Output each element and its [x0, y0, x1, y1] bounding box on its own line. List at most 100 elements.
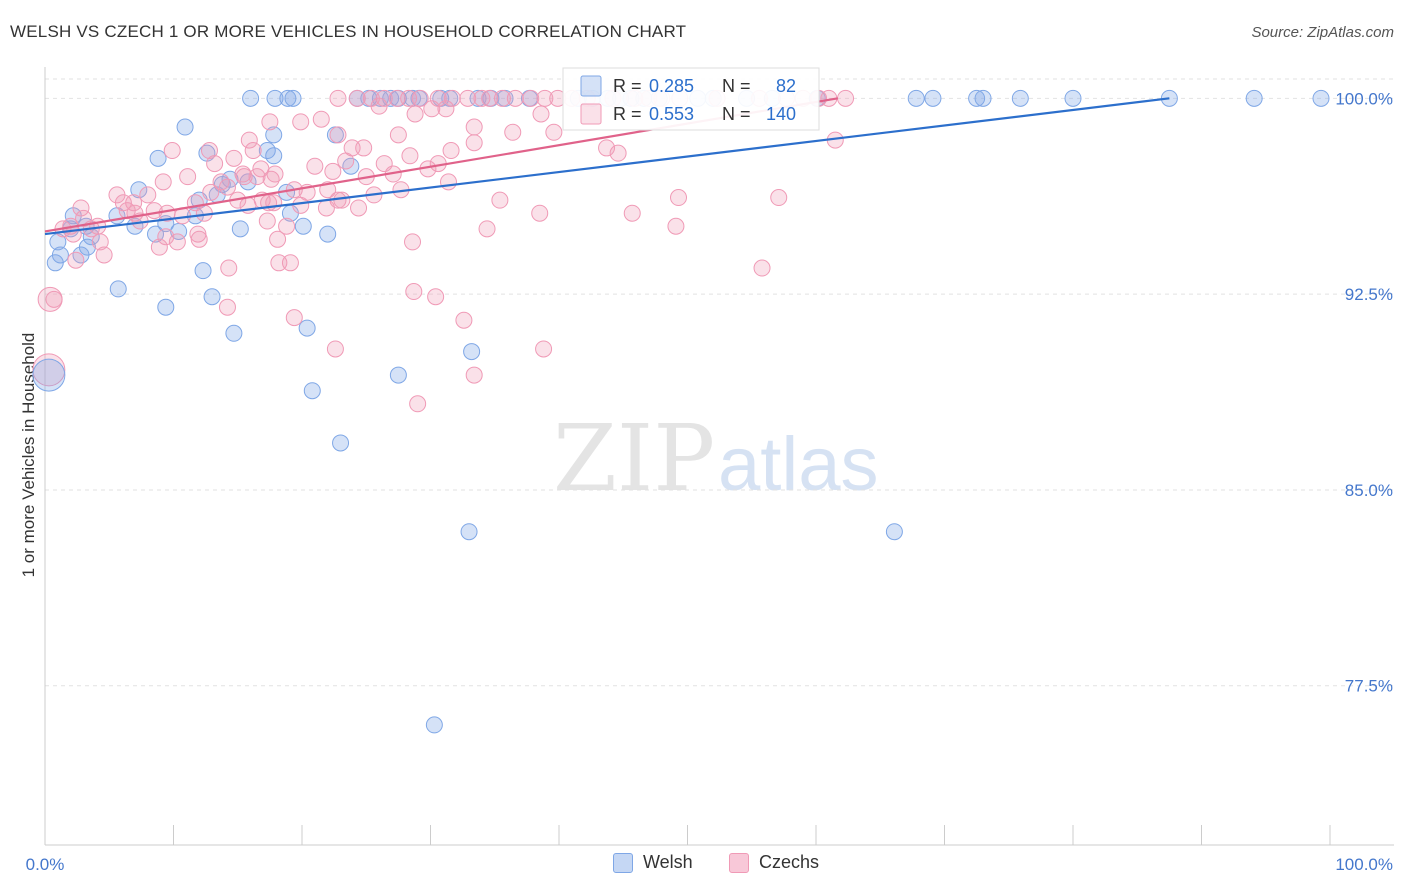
data-point-czechs — [163, 142, 181, 160]
data-point-czechs — [139, 186, 157, 204]
stats-swatch-welsh — [580, 75, 602, 97]
data-point-czechs — [545, 123, 563, 141]
data-point-czechs — [429, 89, 447, 107]
data-point-welsh — [225, 324, 243, 342]
data-point-czechs — [324, 162, 342, 180]
data-point-czechs — [202, 183, 220, 201]
data-point-czechs — [343, 139, 361, 157]
watermark: ZIP atlas — [553, 405, 879, 512]
data-point-czechs — [285, 309, 303, 327]
data-point-czechs — [522, 89, 540, 107]
data-point-czechs — [258, 212, 276, 230]
data-point-czechs — [235, 168, 253, 186]
data-point-welsh — [924, 89, 942, 107]
data-point-welsh — [49, 233, 67, 251]
data-point-czechs — [261, 113, 279, 131]
data-point-welsh — [469, 89, 487, 107]
data-point-welsh — [242, 89, 260, 107]
data-point-czechs — [333, 191, 351, 209]
chart-title: WELSH VS CZECH 1 OR MORE VEHICLES IN HOU… — [10, 22, 687, 41]
data-point-welsh — [1064, 89, 1082, 107]
data-point-welsh — [78, 238, 96, 256]
data-point-czechs — [67, 251, 85, 269]
data-point-czechs — [427, 288, 445, 306]
legend-item-welsh[interactable]: Welsh — [613, 852, 693, 873]
data-point-czechs — [306, 157, 324, 175]
data-point-czechs — [278, 217, 296, 235]
data-point-czechs — [404, 233, 422, 251]
data-point-welsh — [109, 280, 127, 298]
data-point-czechs — [455, 311, 473, 329]
data-point-welsh — [147, 225, 165, 243]
data-point-czechs — [218, 298, 236, 316]
series-czechs — [45, 89, 855, 413]
data-point-czechs — [473, 89, 491, 107]
bottom-legend: Welsh Czechs — [0, 852, 1406, 878]
data-point-welsh — [885, 523, 903, 541]
data-point-czechs — [244, 142, 262, 160]
y-tick-label: 100.0% — [1335, 89, 1393, 108]
data-point-welsh — [332, 434, 350, 452]
data-point-czechs — [348, 89, 366, 107]
data-point-czechs — [95, 246, 113, 264]
data-point-czechs — [220, 259, 238, 277]
data-point-czechs — [423, 100, 441, 118]
data-point-czechs — [154, 173, 172, 191]
stats-n-label: N = — [722, 76, 751, 96]
axes — [44, 67, 1394, 846]
data-point-czechs — [598, 139, 616, 157]
data-point-czechs — [329, 126, 347, 144]
data-point-czechs — [459, 89, 477, 107]
data-point-welsh — [907, 89, 925, 107]
data-point-czechs — [491, 191, 509, 209]
data-point-czechs — [200, 142, 218, 160]
data-point-welsh — [389, 366, 407, 384]
stats-r-label: R = — [613, 76, 642, 96]
data-point-welsh — [298, 319, 316, 337]
data-point-czechs — [375, 89, 393, 107]
data-point-czechs — [770, 189, 788, 207]
data-point-czechs — [400, 89, 418, 107]
data-point-czechs — [292, 113, 310, 131]
data-point-czechs — [91, 233, 109, 251]
data-point-czechs — [179, 168, 197, 186]
data-point-welsh — [284, 89, 302, 107]
data-point-welsh — [265, 126, 283, 144]
data-point-czechs — [443, 89, 461, 107]
data-point-czechs — [281, 254, 299, 272]
data-point-czechs — [240, 131, 258, 149]
legend-label-welsh: Welsh — [643, 852, 693, 872]
data-point-czechs — [409, 395, 427, 413]
data-point-czechs — [350, 199, 368, 217]
stats-n-value: 82 — [776, 76, 796, 96]
data-point-czechs — [439, 173, 457, 191]
data-point-czechs — [189, 225, 207, 243]
data-point-welsh — [1312, 89, 1330, 107]
data-point-czechs — [389, 126, 407, 144]
data-point-welsh — [149, 149, 167, 167]
stats-legend-box — [562, 67, 820, 131]
data-point-czechs — [504, 123, 522, 141]
watermark-zip: ZIP — [553, 405, 715, 512]
data-point-czechs — [37, 286, 63, 312]
legend-item-czechs[interactable]: Czechs — [729, 852, 819, 873]
source-label: Source: ZipAtlas.com — [1251, 24, 1394, 41]
data-point-czechs — [405, 283, 423, 301]
stats-r-label: R = — [613, 104, 642, 124]
data-point-czechs — [478, 220, 496, 238]
data-point-czechs — [411, 89, 429, 107]
data-point-welsh — [1245, 89, 1263, 107]
data-point-czechs — [72, 199, 90, 217]
data-point-czechs — [506, 89, 524, 107]
data-point-czechs — [252, 160, 270, 178]
data-point-czechs — [326, 340, 344, 358]
data-point-czechs — [465, 118, 483, 136]
data-point-czechs — [206, 155, 224, 173]
data-point-czechs — [536, 89, 554, 107]
legend-label-czechs: Czechs — [759, 852, 820, 872]
data-point-welsh — [974, 89, 992, 107]
data-point-czechs — [32, 353, 66, 387]
data-point-czechs — [753, 259, 771, 277]
watermark-atlas: atlas — [718, 422, 879, 507]
legend-swatch-czechs — [729, 852, 749, 873]
